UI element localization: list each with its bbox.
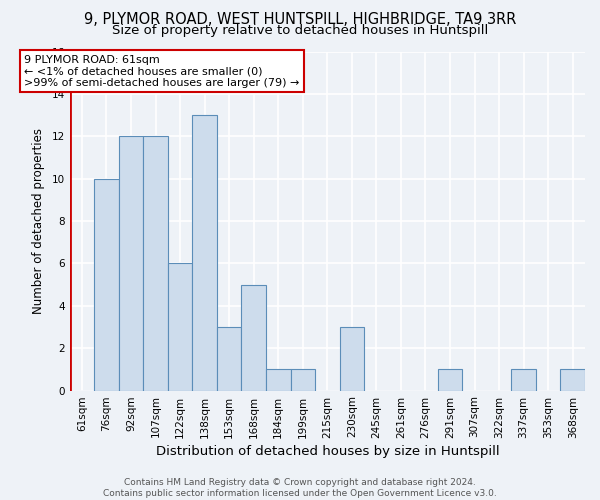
- Bar: [511, 370, 536, 390]
- Text: 9, PLYMOR ROAD, WEST HUNTSPILL, HIGHBRIDGE, TA9 3RR: 9, PLYMOR ROAD, WEST HUNTSPILL, HIGHBRID…: [84, 12, 516, 28]
- Bar: [438, 370, 462, 390]
- Y-axis label: Number of detached properties: Number of detached properties: [32, 128, 44, 314]
- Text: Size of property relative to detached houses in Huntspill: Size of property relative to detached ho…: [112, 24, 488, 37]
- Bar: [241, 284, 266, 391]
- Bar: [94, 178, 119, 390]
- Bar: [193, 115, 217, 390]
- Text: 9 PLYMOR ROAD: 61sqm
← <1% of detached houses are smaller (0)
>99% of semi-detac: 9 PLYMOR ROAD: 61sqm ← <1% of detached h…: [24, 54, 299, 88]
- Bar: [340, 327, 364, 390]
- Bar: [290, 370, 315, 390]
- X-axis label: Distribution of detached houses by size in Huntspill: Distribution of detached houses by size …: [155, 444, 499, 458]
- Bar: [560, 370, 585, 390]
- Bar: [143, 136, 168, 390]
- Bar: [217, 327, 241, 390]
- Bar: [119, 136, 143, 390]
- Bar: [168, 264, 193, 390]
- Text: Contains HM Land Registry data © Crown copyright and database right 2024.
Contai: Contains HM Land Registry data © Crown c…: [103, 478, 497, 498]
- Bar: [266, 370, 290, 390]
